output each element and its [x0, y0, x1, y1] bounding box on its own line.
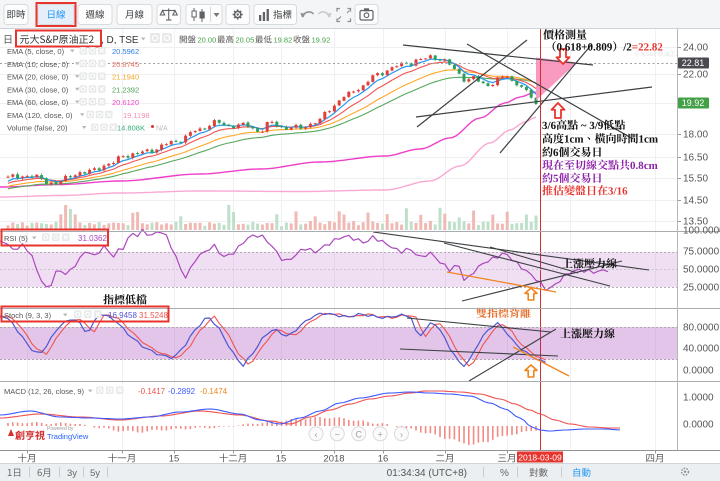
svg-text:EMA (60, close, 0): EMA (60, close, 0)	[7, 98, 69, 107]
svg-text:EMA (10, close, 0): EMA (10, close, 0)	[7, 60, 69, 69]
svg-text:15.50: 15.50	[683, 174, 708, 185]
svg-text:19.1198: 19.1198	[123, 111, 150, 120]
svg-text:EMA (20, close, 0): EMA (20, close, 0)	[7, 73, 69, 82]
svg-text:-0.1417: -0.1417	[138, 387, 166, 396]
svg-text:15: 15	[169, 454, 180, 465]
svg-text:Volume (false, 20): Volume (false, 20)	[7, 124, 68, 133]
svg-text:1.0000: 1.0000	[683, 393, 714, 404]
svg-text:N/A: N/A	[156, 126, 168, 133]
svg-text:Powered by: Powered by	[47, 426, 74, 432]
svg-text:25.0000: 25.0000	[683, 283, 720, 294]
svg-text:100.0000: 100.0000	[683, 226, 720, 237]
svg-text:3y: 3y	[67, 468, 77, 479]
svg-text:20.00: 20.00	[198, 36, 217, 45]
svg-text:18.00: 18.00	[683, 130, 708, 141]
svg-text:19.92: 19.92	[682, 98, 705, 108]
svg-text:75.0000: 75.0000	[683, 247, 720, 258]
svg-text:%: %	[500, 468, 509, 479]
svg-text:20.5962: 20.5962	[112, 47, 139, 56]
svg-text:16.50: 16.50	[683, 153, 708, 164]
svg-text:01:34:34 (UTC+8): 01:34:34 (UTC+8)	[387, 468, 467, 479]
svg-text:, D, TSE: , D, TSE	[101, 35, 139, 46]
svg-text:20.6120: 20.6120	[112, 98, 139, 107]
svg-text:19.92: 19.92	[312, 36, 331, 45]
svg-text:31.0362: 31.0362	[78, 234, 107, 243]
svg-text:0.0000: 0.0000	[683, 366, 714, 377]
svg-text:-0.1474: -0.1474	[200, 387, 228, 396]
svg-text:16.9458: 16.9458	[108, 311, 137, 320]
svg-text:EMA (5, close, 0): EMA (5, close, 0)	[7, 47, 65, 56]
svg-text:20.8745: 20.8745	[112, 60, 139, 69]
svg-text:Stoch (9, 3, 3): Stoch (9, 3, 3)	[4, 311, 52, 320]
svg-text:EMA (120, close, 0): EMA (120, close, 0)	[7, 111, 73, 120]
svg-text:21.2392: 21.2392	[112, 85, 139, 94]
svg-text:22.00: 22.00	[683, 70, 708, 81]
svg-text:TradingView: TradingView	[47, 432, 89, 441]
svg-text:C: C	[355, 429, 362, 439]
svg-text:-0.2892: -0.2892	[168, 387, 196, 396]
svg-text:15: 15	[276, 454, 287, 465]
svg-text:2018-03-09: 2018-03-09	[518, 452, 562, 462]
svg-text:20.05: 20.05	[236, 36, 255, 45]
svg-text:19.82: 19.82	[274, 36, 293, 45]
svg-text:24.00: 24.00	[683, 43, 708, 54]
svg-text:RSI (5): RSI (5)	[4, 234, 28, 243]
svg-text:5y: 5y	[90, 468, 100, 479]
svg-text:‹: ‹	[315, 429, 318, 439]
svg-text:2018: 2018	[323, 454, 344, 465]
svg-text:50.0000: 50.0000	[683, 265, 720, 276]
svg-text:0.0000: 0.0000	[683, 420, 714, 431]
svg-text:14.808K: 14.808K	[117, 124, 145, 133]
svg-text:31.5248: 31.5248	[139, 311, 168, 320]
svg-text:21.1940: 21.1940	[112, 73, 139, 82]
svg-text:40.0000: 40.0000	[683, 344, 720, 355]
svg-text:22.81: 22.81	[682, 58, 705, 68]
svg-text:14.50: 14.50	[683, 196, 708, 207]
svg-text:13.50: 13.50	[683, 217, 708, 228]
svg-text:80.0000: 80.0000	[683, 323, 720, 334]
svg-text:−: −	[335, 429, 340, 439]
svg-text:+: +	[377, 429, 382, 439]
svg-text:EMA (30, close, 0): EMA (30, close, 0)	[7, 85, 69, 94]
svg-text:›: ›	[400, 429, 403, 439]
svg-text:MACD (12, 26, close, 9): MACD (12, 26, close, 9)	[4, 387, 85, 396]
svg-text:16: 16	[378, 454, 389, 465]
